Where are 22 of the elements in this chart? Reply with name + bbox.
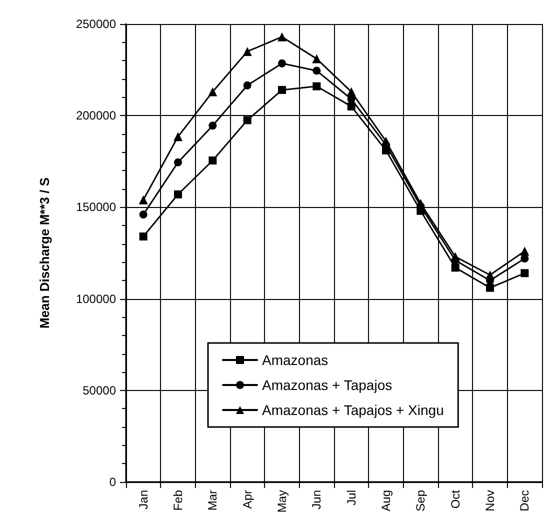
x-tick-label: Nov (483, 490, 497, 512)
y-tick-label: 50000 (82, 383, 116, 398)
x-tick-label: Jul (344, 490, 358, 506)
x-tick-label: May (275, 490, 289, 513)
legend-label: Amazonas (262, 352, 328, 368)
legend-label: Amazonas + Tapajos + Xingu (262, 402, 444, 418)
y-tick-label: 150000 (76, 200, 116, 214)
y-tick-label: 100000 (76, 292, 116, 306)
x-tick-label: Apr (240, 490, 254, 509)
x-tick-label: Dec (518, 490, 532, 512)
x-tick-label: Jun (310, 490, 324, 510)
x-tick-label: Feb (171, 490, 185, 511)
x-tick-label: Mar (206, 490, 220, 511)
x-tick-label: Aug (379, 490, 393, 512)
y-tick-label: 200000 (76, 108, 116, 123)
y-tick-label: 250000 (76, 17, 116, 31)
y-axis-title: Mean Discharge M**3 / S (37, 177, 52, 328)
x-tick-label: Sep (414, 490, 428, 512)
legend-label: Amazonas + Tapajos (262, 377, 392, 393)
y-tick-label: 0 (109, 475, 116, 489)
x-tick-label: Jan (136, 490, 150, 510)
x-tick-label: Oct (448, 489, 462, 509)
